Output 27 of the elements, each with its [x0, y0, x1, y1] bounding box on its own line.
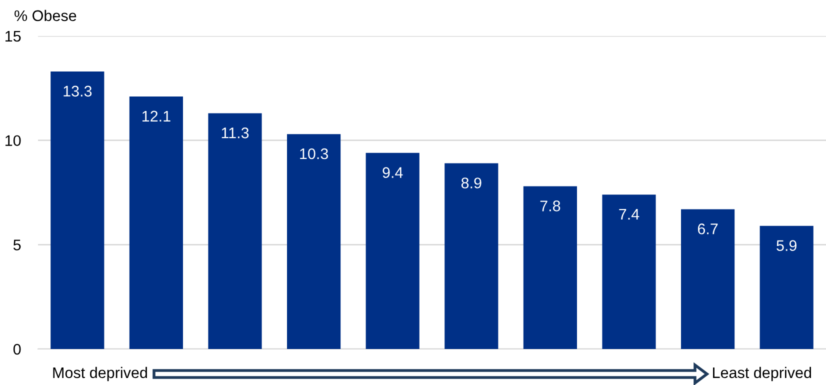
bar	[760, 226, 814, 349]
bar	[444, 163, 498, 349]
text: Least deprived	[713, 366, 812, 382]
y-tick-label: 15	[6, 31, 21, 42]
y-tick-label: 5	[13, 240, 21, 250]
bar	[523, 186, 577, 349]
y-tick-label: 10	[6, 135, 21, 146]
bar	[287, 134, 341, 349]
data-label: 7.4	[619, 209, 640, 220]
data-label: 9.4	[382, 167, 403, 178]
y-axis-title: % Obese	[14, 10, 76, 22]
data-label: 6.7	[698, 223, 718, 234]
data-label: 11.3	[222, 128, 249, 138]
bar	[602, 194, 656, 349]
data-label: 13.3	[64, 86, 92, 97]
text: Most deprived	[53, 366, 147, 382]
data-label: 8.9	[461, 178, 482, 188]
bar	[681, 209, 735, 349]
bar	[208, 113, 262, 349]
data-label: 10.3	[300, 148, 328, 160]
data-label: 12.1	[142, 110, 170, 122]
data-label: 7.8	[540, 200, 560, 212]
y-tick-label: 0	[13, 344, 21, 355]
bar	[129, 96, 183, 349]
bar	[50, 71, 104, 349]
bar	[366, 152, 420, 349]
data-label: 5.9	[776, 240, 796, 251]
